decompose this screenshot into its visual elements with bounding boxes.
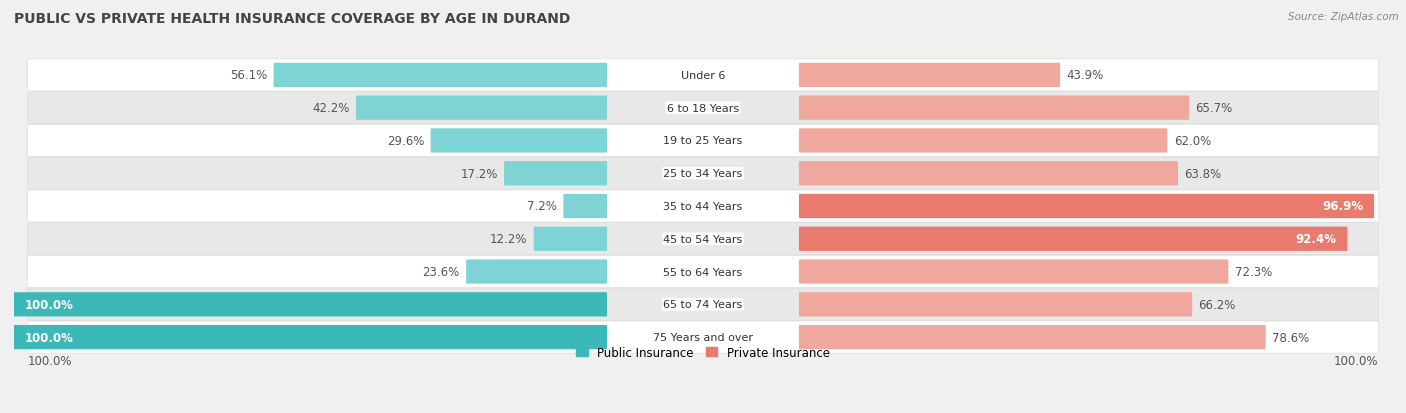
FancyBboxPatch shape — [799, 162, 1178, 186]
Text: 65.7%: 65.7% — [1195, 102, 1233, 115]
FancyBboxPatch shape — [799, 292, 1192, 317]
Text: 42.2%: 42.2% — [312, 102, 350, 115]
Text: Under 6: Under 6 — [681, 71, 725, 81]
Text: 45 to 54 Years: 45 to 54 Years — [664, 234, 742, 244]
Text: 19 to 25 Years: 19 to 25 Years — [664, 136, 742, 146]
FancyBboxPatch shape — [28, 289, 1378, 320]
Text: PUBLIC VS PRIVATE HEALTH INSURANCE COVERAGE BY AGE IN DURAND: PUBLIC VS PRIVATE HEALTH INSURANCE COVER… — [14, 12, 571, 26]
Text: 17.2%: 17.2% — [460, 167, 498, 180]
Text: 12.2%: 12.2% — [491, 233, 527, 246]
FancyBboxPatch shape — [799, 64, 1060, 88]
FancyBboxPatch shape — [356, 96, 607, 121]
FancyBboxPatch shape — [799, 129, 1167, 153]
FancyBboxPatch shape — [28, 158, 1378, 190]
FancyBboxPatch shape — [274, 64, 607, 88]
FancyBboxPatch shape — [505, 162, 607, 186]
Text: Source: ZipAtlas.com: Source: ZipAtlas.com — [1288, 12, 1399, 22]
FancyBboxPatch shape — [28, 125, 1378, 157]
FancyBboxPatch shape — [14, 292, 607, 317]
Text: 92.4%: 92.4% — [1295, 233, 1337, 246]
FancyBboxPatch shape — [564, 195, 607, 218]
Text: 72.3%: 72.3% — [1234, 266, 1272, 278]
Text: 55 to 64 Years: 55 to 64 Years — [664, 267, 742, 277]
FancyBboxPatch shape — [28, 93, 1378, 124]
FancyBboxPatch shape — [28, 321, 1378, 353]
FancyBboxPatch shape — [28, 256, 1378, 288]
Text: 65 to 74 Years: 65 to 74 Years — [664, 299, 742, 310]
FancyBboxPatch shape — [28, 190, 1378, 223]
Text: 29.6%: 29.6% — [387, 135, 425, 147]
Text: 100.0%: 100.0% — [28, 354, 72, 367]
Text: 7.2%: 7.2% — [527, 200, 557, 213]
Text: 75 Years and over: 75 Years and over — [652, 332, 754, 342]
FancyBboxPatch shape — [467, 260, 607, 284]
FancyBboxPatch shape — [799, 96, 1189, 121]
Text: 78.6%: 78.6% — [1272, 331, 1309, 344]
FancyBboxPatch shape — [534, 227, 607, 251]
FancyBboxPatch shape — [430, 129, 607, 153]
FancyBboxPatch shape — [799, 195, 1374, 218]
Text: 62.0%: 62.0% — [1174, 135, 1211, 147]
Text: 43.9%: 43.9% — [1066, 69, 1104, 82]
Text: 100.0%: 100.0% — [24, 331, 73, 344]
FancyBboxPatch shape — [799, 325, 1265, 349]
FancyBboxPatch shape — [799, 260, 1229, 284]
Text: 96.9%: 96.9% — [1322, 200, 1364, 213]
Text: 100.0%: 100.0% — [24, 298, 73, 311]
Text: 6 to 18 Years: 6 to 18 Years — [666, 103, 740, 114]
FancyBboxPatch shape — [14, 325, 607, 349]
Legend: Public Insurance, Private Insurance: Public Insurance, Private Insurance — [571, 342, 835, 364]
FancyBboxPatch shape — [799, 227, 1347, 251]
Text: 35 to 44 Years: 35 to 44 Years — [664, 202, 742, 211]
Text: 100.0%: 100.0% — [1334, 354, 1378, 367]
Text: 56.1%: 56.1% — [231, 69, 267, 82]
FancyBboxPatch shape — [28, 60, 1378, 92]
Text: 25 to 34 Years: 25 to 34 Years — [664, 169, 742, 179]
FancyBboxPatch shape — [28, 223, 1378, 255]
Text: 23.6%: 23.6% — [423, 266, 460, 278]
Text: 66.2%: 66.2% — [1198, 298, 1236, 311]
Text: 63.8%: 63.8% — [1184, 167, 1222, 180]
